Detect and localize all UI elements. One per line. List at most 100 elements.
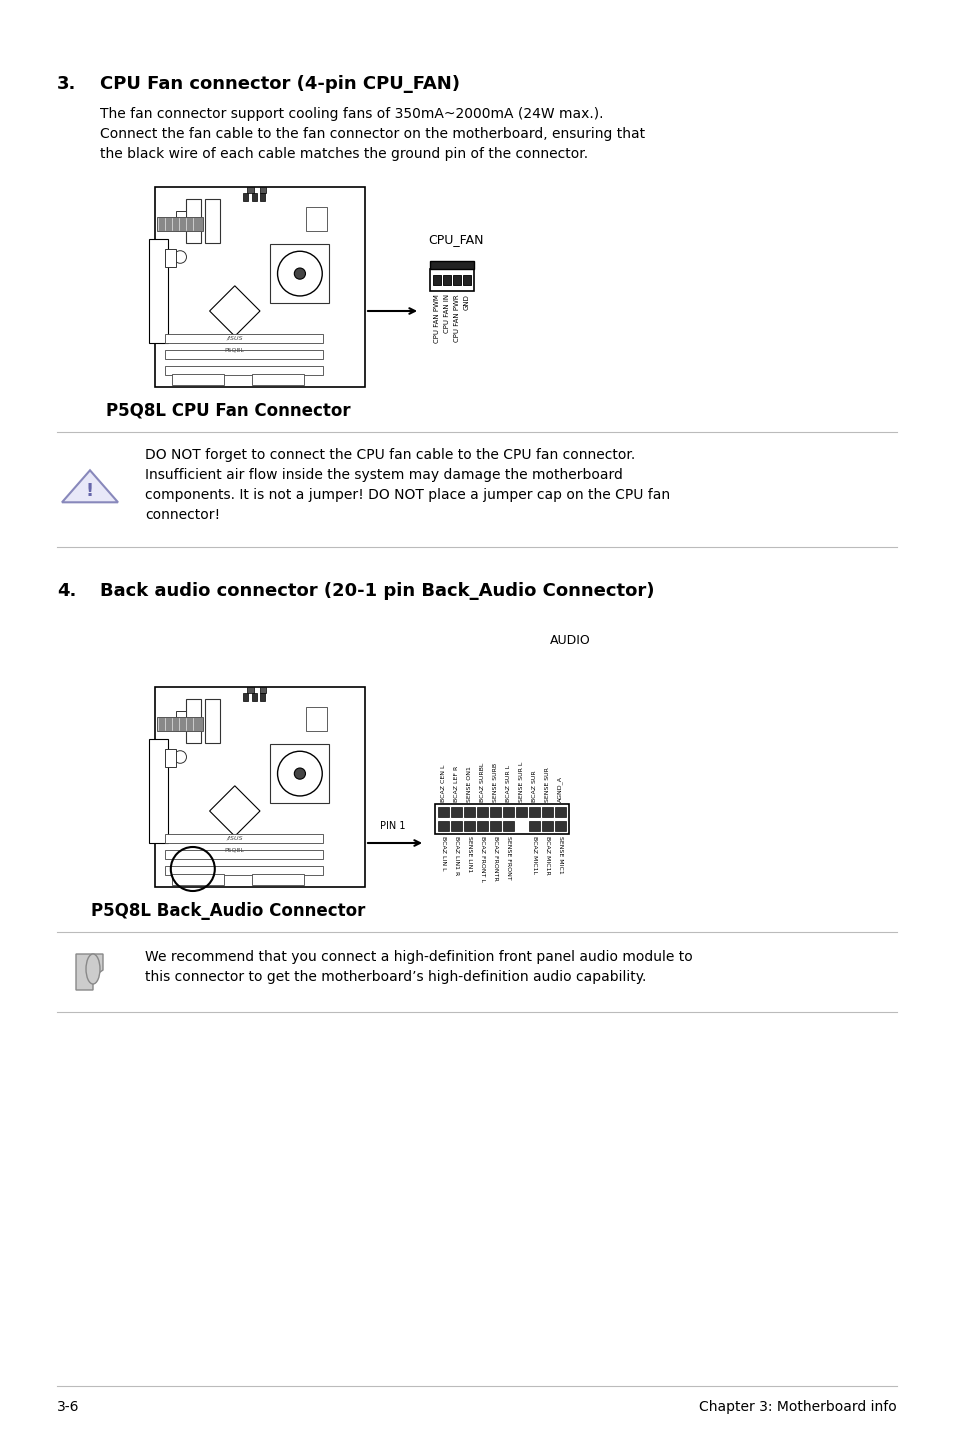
Bar <box>451 807 461 817</box>
Bar <box>243 693 248 700</box>
Text: CPU Fan connector (4-pin CPU_FAN): CPU Fan connector (4-pin CPU_FAN) <box>100 75 459 93</box>
Circle shape <box>294 267 305 279</box>
Text: SENSE SUR: SENSE SUR <box>544 766 550 802</box>
Bar <box>165 866 323 874</box>
Bar <box>476 821 488 831</box>
Text: GND: GND <box>463 293 470 309</box>
Text: SENSE ON1: SENSE ON1 <box>467 766 472 802</box>
Bar <box>165 249 175 267</box>
Text: 3.: 3. <box>57 75 76 93</box>
Bar <box>165 749 175 766</box>
Text: BCAZ SUR L: BCAZ SUR L <box>505 765 511 802</box>
Circle shape <box>173 751 186 764</box>
Bar <box>252 193 256 201</box>
Bar <box>437 807 449 817</box>
Bar <box>150 239 168 344</box>
Bar <box>476 807 488 817</box>
Bar <box>175 211 186 232</box>
Bar <box>252 693 256 700</box>
Text: /ISUS: /ISUS <box>226 835 243 840</box>
Bar <box>165 834 323 843</box>
Bar <box>150 739 168 843</box>
Bar <box>502 821 514 831</box>
Bar <box>260 193 265 201</box>
Circle shape <box>277 252 322 296</box>
Bar <box>260 693 265 700</box>
Text: P5Q8L Back_Audio Connector: P5Q8L Back_Audio Connector <box>91 902 365 920</box>
Text: !: ! <box>86 482 94 500</box>
Text: CPU FAN PWR: CPU FAN PWR <box>454 293 459 342</box>
Bar <box>271 745 329 802</box>
Bar <box>437 821 449 831</box>
Text: P5Q8L: P5Q8L <box>225 847 245 851</box>
Text: the black wire of each cable matches the ground pin of the connector.: the black wire of each cable matches the… <box>100 147 587 161</box>
Bar <box>260 187 266 193</box>
Text: Insufficient air flow inside the system may damage the motherboard: Insufficient air flow inside the system … <box>145 467 622 482</box>
Bar <box>451 821 461 831</box>
Bar <box>541 807 553 817</box>
Bar <box>490 821 500 831</box>
Bar <box>247 687 253 693</box>
Text: SENSE MIC1: SENSE MIC1 <box>558 835 562 874</box>
Text: BCAZ CEN L: BCAZ CEN L <box>440 765 446 802</box>
Text: BCAZ LEF R: BCAZ LEF R <box>454 766 458 802</box>
Text: SENSE LIN1: SENSE LIN1 <box>467 835 472 873</box>
Bar <box>165 850 323 858</box>
Bar <box>157 217 203 232</box>
Text: Chapter 3: Motherboard info: Chapter 3: Motherboard info <box>699 1401 896 1414</box>
Bar <box>260 687 266 693</box>
Bar <box>435 804 568 834</box>
Bar <box>306 707 327 731</box>
Bar <box>154 187 365 387</box>
Bar <box>165 349 323 360</box>
Bar <box>186 198 201 243</box>
Bar <box>462 275 471 285</box>
Text: this connector to get the motherboard’s high-definition audio capability.: this connector to get the motherboard’s … <box>145 971 646 984</box>
Bar <box>165 334 323 344</box>
Circle shape <box>294 768 305 779</box>
Bar <box>165 367 323 375</box>
Text: /ISUS: /ISUS <box>226 335 243 339</box>
Circle shape <box>277 751 322 797</box>
Bar <box>463 821 475 831</box>
Bar <box>442 275 451 285</box>
Text: We recommend that you connect a high-definition front panel audio module to: We recommend that you connect a high-def… <box>145 951 692 963</box>
Text: BCAZ FRONT L: BCAZ FRONT L <box>479 835 484 881</box>
Text: Connect the fan cable to the fan connector on the motherboard, ensuring that: Connect the fan cable to the fan connect… <box>100 127 644 141</box>
Text: DO NOT forget to connect the CPU fan cable to the CPU fan connector.: DO NOT forget to connect the CPU fan cab… <box>145 449 635 462</box>
Text: The fan connector support cooling fans of 350mA~2000mA (24W max.).: The fan connector support cooling fans o… <box>100 106 603 121</box>
Text: AGND_A: AGND_A <box>558 777 563 802</box>
Bar <box>430 269 474 290</box>
Polygon shape <box>76 953 103 989</box>
Text: BCAZ LIN1 R: BCAZ LIN1 R <box>454 835 458 876</box>
Bar <box>252 374 304 385</box>
Bar <box>271 244 329 303</box>
Polygon shape <box>62 470 118 502</box>
Text: SENSE SUR L: SENSE SUR L <box>518 762 523 802</box>
Text: SENSE SURB: SENSE SURB <box>493 764 497 802</box>
Text: CPU FAN PWM: CPU FAN PWM <box>434 293 439 342</box>
Text: 4.: 4. <box>57 582 76 600</box>
Bar <box>541 821 553 831</box>
Text: BCAZ SURBL: BCAZ SURBL <box>479 762 484 802</box>
Text: SENSE FRONT: SENSE FRONT <box>505 835 511 880</box>
Bar <box>490 807 500 817</box>
Text: BCAZ FRONTR: BCAZ FRONTR <box>493 835 497 880</box>
Bar <box>252 874 304 884</box>
Bar <box>453 275 460 285</box>
Bar <box>175 710 186 731</box>
Bar <box>154 687 365 887</box>
Bar <box>205 699 220 743</box>
Text: PIN 1: PIN 1 <box>380 821 406 831</box>
Text: Back audio connector (20-1 pin Back_Audio Connector): Back audio connector (20-1 pin Back_Audi… <box>100 582 654 600</box>
Bar <box>516 807 526 817</box>
Polygon shape <box>210 785 260 837</box>
Polygon shape <box>210 286 260 336</box>
Text: P5Q8L: P5Q8L <box>225 347 245 352</box>
Circle shape <box>173 250 186 263</box>
Ellipse shape <box>86 953 100 984</box>
Bar <box>555 821 565 831</box>
Bar <box>172 374 224 385</box>
Bar <box>172 874 224 884</box>
Bar <box>433 275 440 285</box>
